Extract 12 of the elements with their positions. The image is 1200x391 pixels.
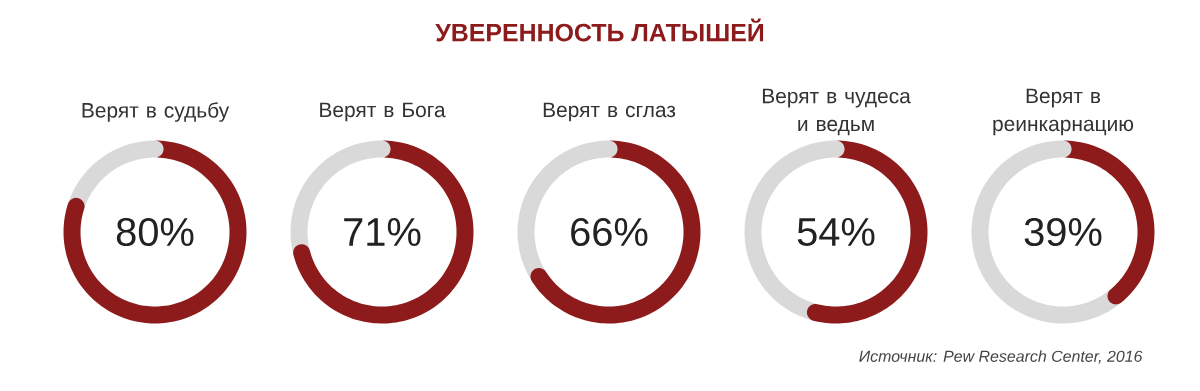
data-label: 71% (344, 218, 421, 246)
chart-title: Верят в Бога (320, 102, 446, 122)
data-label: 66% (571, 217, 648, 247)
data-label: 39% (1024, 217, 1102, 247)
text: УВЕРЕННОСТЬ ЛАТЫШЕЙ (435, 18, 764, 42)
chart-title: Верят в сглаз (543, 102, 676, 122)
chart-title: Верят в чудеса и ведьм (762, 88, 911, 136)
data-label: 80% (116, 217, 194, 247)
chart-title: Верят в судьбу (82, 102, 230, 122)
chart-title: Верят в реинкарнацию (993, 88, 1134, 136)
data-label: 54% (797, 218, 875, 247)
text: Источник: Pew Research Center, 2016 (859, 350, 1143, 364)
